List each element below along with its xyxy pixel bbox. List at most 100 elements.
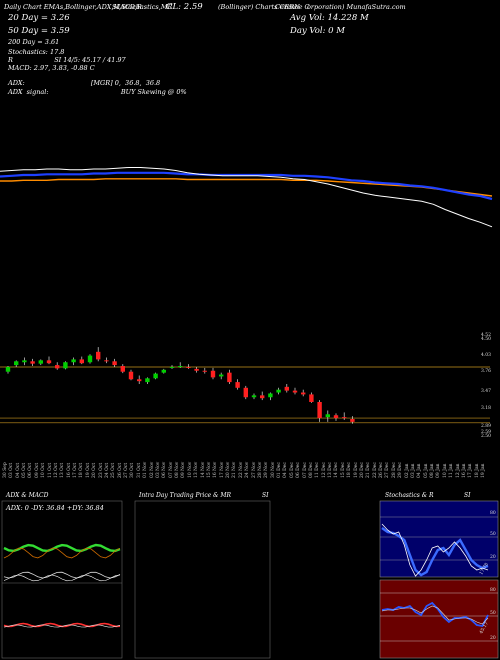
macd-label: MACD: 2.97, 3.83, -0.88 C <box>8 64 95 72</box>
stoch-k-line <box>381 527 489 577</box>
price-levels <box>0 366 490 424</box>
stoch-tick-20: 20 <box>490 555 496 560</box>
stochastics-panel <box>379 500 499 578</box>
adx-minus-line <box>3 547 121 559</box>
avg-volume: Avg Vol: 14.228 M <box>290 13 369 23</box>
rsi-tick-80: 80 <box>490 588 496 593</box>
ema50-label: 50 Day = 3.59 <box>8 26 70 36</box>
adx-plus-line <box>3 543 121 553</box>
stoch-tick-50: 50 <box>490 532 496 537</box>
candle-body <box>325 414 330 418</box>
candle-body <box>342 417 347 419</box>
adx-label: ADX: [MGR] 0, 36.8, 36.8 <box>8 79 161 87</box>
adx-panel-title: ADX & MACD <box>6 492 49 499</box>
price-tick: 4.52 <box>481 333 492 338</box>
rsi-lines <box>381 601 489 628</box>
intraday-panel <box>134 500 271 659</box>
candle-body <box>5 366 11 372</box>
candle-body <box>112 361 117 366</box>
intraday-panel-si: SI <box>262 492 269 499</box>
candle-body <box>292 390 298 393</box>
ema20-line <box>0 167 493 228</box>
price-tick: 3.18 <box>481 406 492 411</box>
candle-body <box>55 365 60 369</box>
candles <box>5 347 355 424</box>
header-title: Daily Chart EMAs,Bollinger,ADX,MACD,R <box>4 3 142 11</box>
candle-body <box>284 386 289 391</box>
candle-body <box>178 366 183 368</box>
rsi-label: R SI 14/5: 45.17 / 41.97 <box>8 56 126 64</box>
candle-body <box>301 392 306 395</box>
candle-body <box>309 394 314 402</box>
stoch-panel-si: SI <box>464 492 471 499</box>
candle-body <box>145 378 150 383</box>
price-tick: 4.03 <box>481 353 492 358</box>
candle-body <box>30 361 35 364</box>
candle-body <box>63 362 68 369</box>
stoch-d-line <box>381 523 489 577</box>
ema20-label: 20 Day = 3.26 <box>8 13 70 23</box>
candle-body <box>137 379 142 382</box>
rsi-panel <box>379 579 499 659</box>
candle-body <box>227 372 232 383</box>
day-volume: Day Vol: 0 M <box>290 26 345 36</box>
rsi-line <box>381 601 489 628</box>
stochastics-lines <box>381 523 489 577</box>
candle-body <box>243 387 248 398</box>
candle-body <box>186 366 191 368</box>
candle-body <box>350 419 355 422</box>
candle-body <box>79 359 84 364</box>
rsi-tick-20: 20 <box>490 636 496 641</box>
price-tick: 4.50 <box>481 337 492 342</box>
price-tick: 2.59 <box>481 430 492 435</box>
ema50-line <box>0 171 493 201</box>
ema200-label: 200 Day = 3.61 <box>8 38 60 46</box>
candle-body <box>333 415 339 419</box>
price-chart <box>0 167 493 424</box>
price-tick: 3.76 <box>481 369 492 374</box>
candle-body <box>46 360 52 364</box>
candle-body <box>153 373 158 379</box>
candle-body <box>128 371 134 380</box>
candle-body <box>169 366 175 368</box>
header-company-1: Cerence C <box>275 3 310 11</box>
candle-body <box>235 382 240 388</box>
candle-body <box>268 393 273 398</box>
price-tick: 3.47 <box>481 389 492 394</box>
rsi-signal-line <box>381 605 489 625</box>
header-company-2: orporation) MunafaSutra.com <box>307 3 406 11</box>
candle-body <box>22 360 27 363</box>
macd-hist-line <box>3 624 121 628</box>
stoch-tick-80: 80 <box>490 511 496 516</box>
header-indicators: SI,Stochastics,MR <box>112 3 173 11</box>
macd-line-a <box>3 571 121 579</box>
candle-body <box>71 359 76 363</box>
candle-body <box>276 389 281 393</box>
price-tick: 2.89 <box>481 424 492 429</box>
candle-body <box>120 366 125 372</box>
rsi-tick-50: 50 <box>490 611 496 616</box>
close-price: CL: 2.59 <box>166 2 203 12</box>
adx-signal-label: ADX signal: BUY Skewing @ 0% <box>8 88 187 96</box>
candle-body <box>219 374 224 377</box>
candle-body <box>260 395 265 399</box>
ema-lines <box>0 167 493 228</box>
candle-body <box>96 351 101 360</box>
adx-lines <box>3 543 121 628</box>
adx-panel <box>1 500 123 659</box>
candle-body <box>202 370 207 372</box>
candle-body <box>104 360 109 362</box>
adx-values: ADX: 0 -DY: 36.84 +DY: 36.84 <box>6 504 104 512</box>
price-tick: 2.50 <box>481 434 492 439</box>
candle-body <box>317 401 322 419</box>
stoch-panel-title: Stochastics & R <box>385 492 434 499</box>
intraday-panel-title: Intra Day Trading Price & MR <box>139 492 232 499</box>
candle-body <box>161 369 166 373</box>
stochastics-label: Stochastics: 17.8 <box>8 48 65 56</box>
candle-body <box>87 355 93 363</box>
candle-body <box>251 395 257 398</box>
macd-line-b <box>3 574 121 582</box>
candle-body <box>38 360 43 364</box>
candle-body <box>210 370 216 378</box>
